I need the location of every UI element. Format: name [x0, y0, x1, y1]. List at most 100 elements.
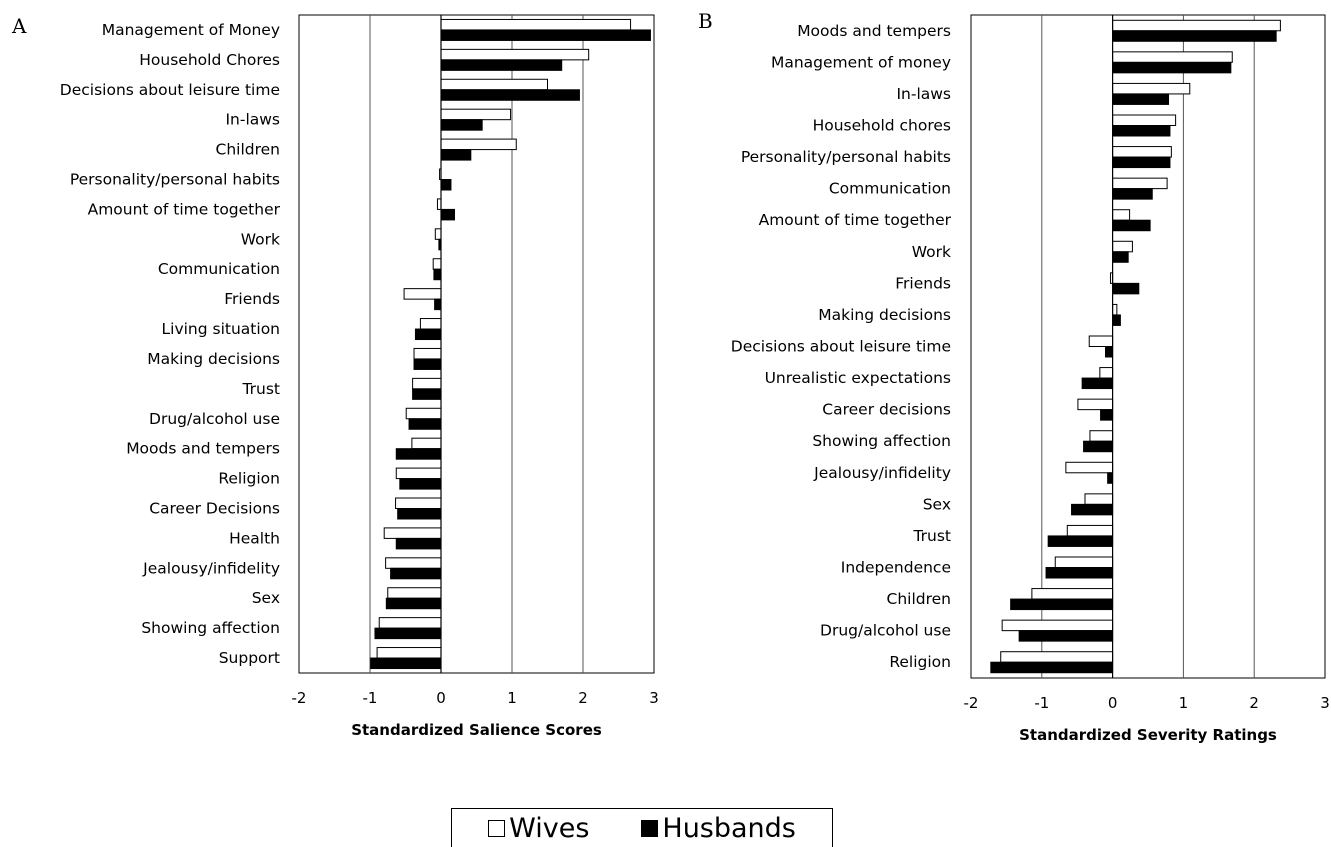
panel-b-bar-husbands-sex	[1071, 503, 1114, 516]
panel-a-category-label-living-situation: Living situation	[162, 320, 280, 338]
panel-b-bar-husbands-independence	[1045, 567, 1114, 579]
legend-swatch-wives	[488, 819, 506, 837]
panel-b-x-tick-label: 1	[1179, 694, 1189, 712]
panel-a-x-tick-label: 0	[436, 689, 446, 707]
panel-a-bar-wives-moods-and-tempers	[411, 437, 442, 450]
legend-item-husbands: Husbands	[641, 812, 796, 844]
panel-b-x-tick-label: 3	[1320, 694, 1330, 712]
panel-a-bar-wives-children	[440, 138, 517, 151]
panel-a-bar-wives-friends	[403, 288, 442, 300]
panel-a-category-label-household-chores: Household Chores	[139, 51, 280, 69]
panel-b-bar-husbands-work	[1112, 251, 1129, 263]
panel-a-category-label-moods-and-tempers: Moods and tempers	[126, 440, 280, 458]
legend-item-wives: Wives	[488, 813, 589, 844]
panel-b-category-label-showing-affection: Showing affection	[812, 432, 951, 450]
panel-b-x-tick-label: -1	[1034, 694, 1049, 712]
panel-a-bar-wives-living-situation	[419, 318, 442, 330]
panel-b-bar-wives-jealousy-infidelity	[1065, 461, 1114, 474]
panel-a-bar-husbands-support	[370, 657, 442, 670]
legend-label-husbands: Husbands	[662, 812, 796, 844]
panel-b-bar-husbands-personality-personal-habits	[1112, 156, 1171, 169]
panel-a-category-label-work: Work	[241, 230, 280, 248]
panel-b-category-label-household-chores: Household chores	[813, 117, 951, 135]
panel-a-category-label-religion: Religion	[218, 470, 280, 488]
legend-swatch-husbands	[641, 819, 659, 837]
panel-b-bar-wives-making-decisions	[1112, 303, 1118, 316]
panel-a-bar-wives-career-decisions	[395, 497, 442, 509]
panel-a-bar-wives-communication	[432, 258, 442, 270]
panel-b-category-label-friends: Friends	[895, 274, 951, 292]
panel-b-category-label-in-laws: In-laws	[896, 85, 951, 103]
panel-a-category-label-jealousy-infidelity: Jealousy/infidelity	[142, 559, 280, 577]
panel-a-bar-husbands-health	[395, 537, 442, 550]
panel-a-category-label-amount-of-time-together: Amount of time together	[88, 200, 281, 218]
panel-b-category-label-career-decisions: Career decisions	[822, 401, 951, 419]
panel-b-bar-wives-trust	[1066, 524, 1114, 537]
panel-b-severity-chart: -2 -1 0 1 2 3 Moods and tempers Management of m…	[698, 9, 1330, 744]
panel-a-category-label-decisions-about-leisure-time: Decisions about leisure time	[60, 81, 280, 99]
panel-a-category-label-children: Children	[216, 141, 281, 159]
panel-a-category-label-sex: Sex	[252, 589, 280, 607]
panel-a-bar-husbands-living-situation	[414, 328, 442, 341]
panel-b-bar-husbands-decisions-about-leisure-time	[1105, 346, 1114, 358]
panel-b-category-label-communication: Communication	[829, 180, 951, 198]
panel-b-letter: B	[698, 9, 713, 33]
panel-b-category-label-drug-alcohol-use: Drug/alcohol use	[820, 622, 951, 640]
panel-b-bar-husbands-amount-of-time-together	[1112, 219, 1151, 232]
panel-a-bar-husbands-personality-personal-habits	[440, 179, 452, 191]
panel-b-bar-wives-personality-personal-habits	[1112, 146, 1172, 158]
panel-b-bar-wives-unrealistic-expectations	[1099, 367, 1114, 379]
panel-b-category-label-unrealistic-expectations: Unrealistic expectations	[765, 369, 951, 387]
panel-a-bar-wives-making-decisions	[413, 347, 442, 360]
panel-a-category-label-career-decisions: Career Decisions	[149, 500, 280, 518]
panel-b-bar-wives-independence	[1054, 556, 1114, 568]
panel-b-bar-wives-religion	[1000, 651, 1114, 663]
panel-a-category-label-management-of-money: Management of Money	[102, 21, 280, 39]
panel-b-bar-wives-moods-and-tempers	[1112, 19, 1281, 32]
panel-b-bar-wives-household-chores	[1112, 114, 1177, 126]
panel-b-bar-wives-management-of-money	[1112, 51, 1233, 63]
panel-b-bar-husbands-communication	[1112, 188, 1153, 200]
panel-a-category-label-trust: Trust	[241, 380, 280, 398]
panel-b-bar-husbands-drug-alcohol-use	[1018, 630, 1114, 642]
panel-a-bar-husbands-showing-affection	[374, 627, 442, 640]
panel-a-bar-husbands-drug-alcohol-use	[408, 418, 442, 430]
panel-a-bar-husbands-trust	[412, 388, 442, 400]
panel-a-category-label-in-laws: In-laws	[225, 111, 280, 129]
panel-a-bar-wives-showing-affection	[378, 617, 442, 629]
panel-a-bar-husbands-amount-of-time-together	[440, 208, 455, 221]
panel-b-bar-husbands-unrealistic-expectations	[1081, 377, 1114, 390]
panel-a-x-tick-label: -1	[363, 689, 378, 707]
panel-a-bar-wives-decisions-about-leisure-time	[440, 78, 548, 91]
panel-b-bar-husbands-career-decisions	[1100, 409, 1114, 421]
panel-a-x-tick-label: 1	[507, 689, 517, 707]
panel-a-bar-husbands-decisions-about-leisure-time	[440, 89, 580, 101]
panel-b-category-label-decisions-about-leisure-time: Decisions about leisure time	[731, 338, 951, 356]
panel-a-category-label-personality-personal-habits: Personality/personal habits	[70, 171, 280, 189]
panel-b-plot-area	[970, 14, 1326, 679]
panel-b-bar-husbands-showing-affection	[1083, 440, 1114, 453]
panel-a-bar-husbands-career-decisions	[397, 508, 442, 520]
panel-a-bar-wives-health	[383, 527, 442, 539]
panel-a-bar-wives-trust	[412, 377, 442, 390]
panel-a-bar-wives-management-of-money	[440, 18, 632, 31]
panel-b-bar-wives-career-decisions	[1077, 398, 1114, 411]
panel-a-category-label-support: Support	[219, 649, 280, 667]
panel-b-bar-husbands-moods-and-tempers	[1112, 30, 1277, 42]
panel-b-x-axis-title: Standardized Severity Ratings	[1019, 726, 1277, 744]
panel-a-bar-husbands-moods-and-tempers	[395, 448, 442, 460]
panel-b-bar-husbands-making-decisions	[1112, 314, 1121, 326]
panel-a-bar-wives-sex	[387, 587, 442, 599]
panel-b-category-label-independence: Independence	[841, 559, 951, 577]
panel-b-bar-wives-decisions-about-leisure-time	[1088, 335, 1114, 347]
legend-label-wives: Wives	[509, 812, 590, 844]
panel-b-x-tick-label: 0	[1108, 694, 1118, 712]
panel-a-bar-wives-support	[376, 647, 442, 659]
panel-a-bar-wives-jealousy-infidelity	[385, 557, 442, 569]
panel-b-x-tick-label: 2	[1249, 694, 1259, 712]
panel-b-x-tick-label: -2	[964, 694, 979, 712]
panel-a-category-label-showing-affection: Showing affection	[141, 619, 280, 637]
panel-b-category-label-religion: Religion	[889, 653, 951, 671]
panel-a-x-tick-label: 2	[578, 689, 588, 707]
panel-b-bar-wives-showing-affection	[1089, 430, 1114, 442]
